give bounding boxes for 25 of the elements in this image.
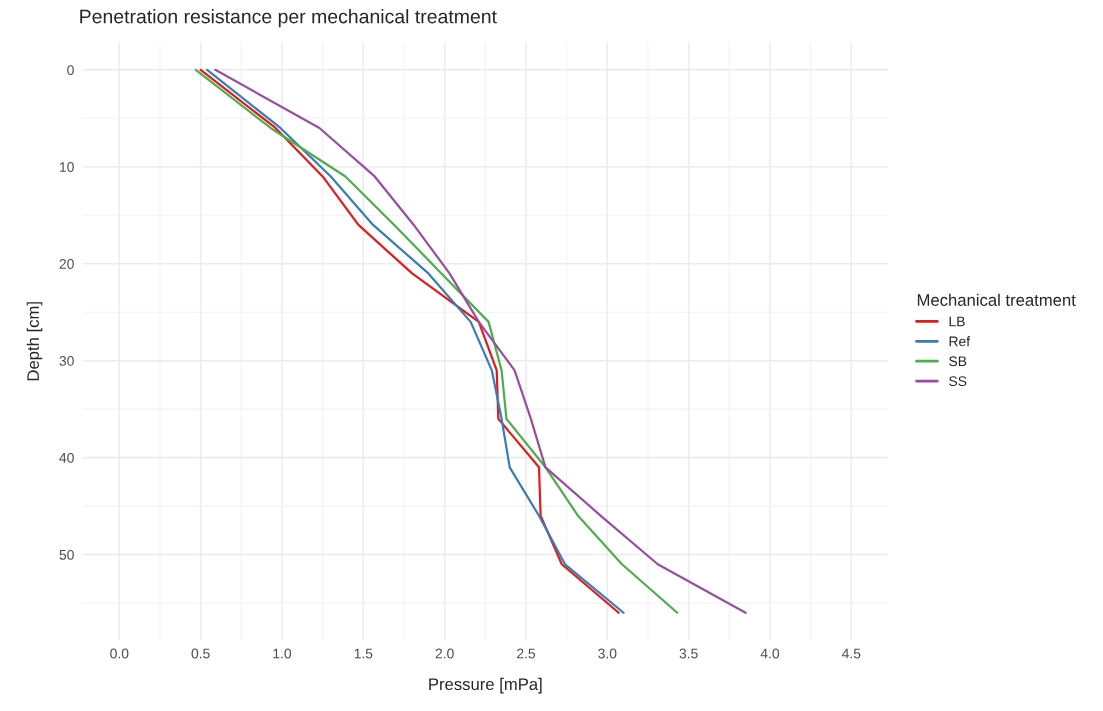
- x-tick-label: 1.0: [273, 648, 292, 659]
- legend-label: Ref: [949, 336, 971, 347]
- line-series: [214, 68, 747, 614]
- legend-label: SS: [949, 376, 967, 387]
- legend-label: SB: [949, 356, 967, 367]
- legend-label: LB: [949, 316, 965, 327]
- x-tick-label: 4.5: [841, 648, 861, 659]
- y-tick-label: 0: [67, 65, 74, 75]
- y-tick-label: 10: [60, 162, 74, 172]
- y-axis-title: Depth [cm]: [26, 302, 43, 381]
- x-tick-label: 3.0: [598, 648, 617, 659]
- x-tick-label: 3.5: [679, 648, 698, 659]
- x-tick-label: 2.5: [517, 648, 536, 659]
- chart-title: Penetration resistance per mechanical treatment: [80, 9, 497, 28]
- x-axis-title: Pressure [mPa]: [429, 677, 542, 694]
- x-tick-label: 2.0: [435, 648, 454, 659]
- y-tick-label: 50: [59, 549, 74, 560]
- x-tick-label: 0.5: [191, 648, 210, 659]
- y-tick-label: 20: [59, 259, 74, 269]
- y-tick-label: 30: [59, 356, 74, 366]
- x-tick-label: 1.5: [354, 648, 373, 659]
- y-tick-label: 40: [59, 452, 74, 463]
- x-tick-label: 4.0: [760, 648, 780, 659]
- x-tick-label: 0.0: [110, 648, 129, 659]
- legend-title: Mechanical treatment: [917, 293, 1076, 306]
